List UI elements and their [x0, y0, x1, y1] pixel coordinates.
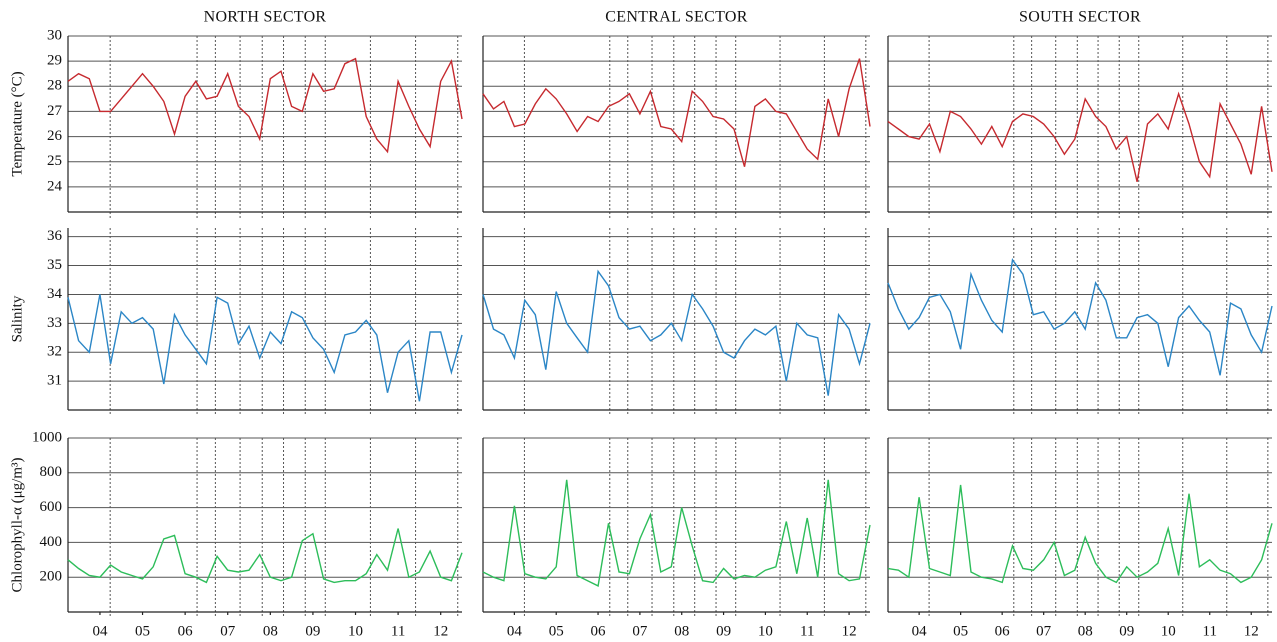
- y-axis-label: Chlorophyll-α (μg/m³): [9, 458, 25, 593]
- x-tick-label: 07: [220, 623, 236, 639]
- x-tick-label: 12: [842, 623, 857, 639]
- data-line: [67, 528, 463, 584]
- x-tick-label: 04: [912, 623, 928, 639]
- y-tick-label: 29: [47, 53, 62, 69]
- panel-title: NORTH SECTOR: [204, 9, 327, 26]
- y-tick-label: 600: [40, 499, 63, 515]
- y-tick-label: 1000: [32, 429, 62, 445]
- x-tick-label: 06: [591, 623, 607, 639]
- data-line: [482, 479, 871, 587]
- y-tick-label: 33: [47, 315, 62, 331]
- x-tick-label: 12: [433, 623, 448, 639]
- x-tick-label: 05: [135, 623, 150, 639]
- x-tick-label: 08: [674, 623, 689, 639]
- data-line: [482, 269, 871, 396]
- x-tick-label: 04: [507, 623, 523, 639]
- x-tick-label: 10: [348, 623, 363, 639]
- x-tick-label: 12: [1244, 623, 1259, 639]
- y-tick-label: 26: [47, 128, 63, 144]
- y-tick-label: 28: [47, 78, 62, 94]
- x-tick-label: 06: [995, 623, 1011, 639]
- y-axis-label: Temperature (°C): [9, 71, 25, 176]
- data-line: [67, 294, 463, 402]
- y-axis-label: Salinity: [9, 295, 25, 342]
- y-tick-label: 36: [47, 228, 63, 244]
- y-tick-label: 31: [47, 373, 62, 389]
- x-tick-label: 05: [953, 623, 968, 639]
- x-tick-label: 10: [758, 623, 773, 639]
- panel-title: CENTRAL SECTOR: [605, 9, 747, 26]
- y-tick-label: 35: [47, 257, 62, 273]
- x-tick-label: 10: [1161, 623, 1176, 639]
- data-line: [887, 91, 1273, 182]
- y-tick-label: 32: [47, 344, 62, 360]
- x-tick-label: 07: [1036, 623, 1052, 639]
- panel-title: SOUTH SECTOR: [1019, 9, 1141, 26]
- x-tick-label: 11: [800, 623, 814, 639]
- x-tick-label: 11: [1203, 623, 1217, 639]
- x-tick-label: 08: [263, 623, 278, 639]
- data-line: [482, 58, 871, 167]
- y-tick-label: 30: [47, 27, 62, 43]
- y-tick-label: 25: [47, 153, 62, 169]
- x-tick-label: 08: [1078, 623, 1093, 639]
- x-tick-label: 06: [178, 623, 194, 639]
- x-tick-label: 09: [305, 623, 320, 639]
- data-line: [67, 57, 463, 154]
- y-tick-label: 400: [40, 534, 63, 550]
- y-tick-label: 24: [47, 178, 63, 194]
- x-tick-label: 07: [632, 623, 648, 639]
- x-tick-label: 04: [92, 623, 108, 639]
- x-tick-label: 09: [716, 623, 731, 639]
- x-tick-label: 11: [391, 623, 405, 639]
- y-tick-label: 800: [40, 464, 63, 480]
- data-line: [887, 257, 1273, 376]
- data-line: [887, 484, 1273, 584]
- x-tick-label: 09: [1119, 623, 1134, 639]
- y-tick-label: 34: [47, 286, 63, 302]
- y-tick-label: 200: [40, 569, 63, 585]
- y-tick-label: 27: [47, 103, 63, 119]
- x-tick-label: 05: [549, 623, 564, 639]
